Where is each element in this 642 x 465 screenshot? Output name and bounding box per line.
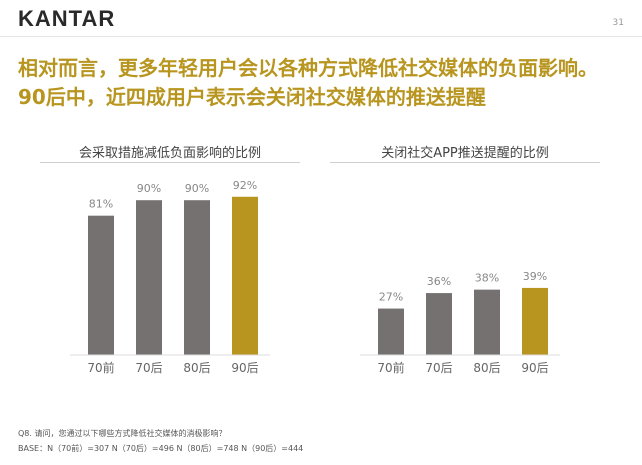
- chart-title-rule-right: [330, 162, 600, 163]
- right-data-label-80后: 38%: [475, 272, 499, 285]
- right-data-label-90后: 39%: [523, 270, 547, 283]
- left-data-label-70后: 90%: [137, 182, 161, 195]
- right-data-label-70后: 36%: [427, 275, 451, 288]
- footnote-base: BASE：N（70前）=307 N（70后）=496 N（80后）=748 N（…: [18, 444, 304, 453]
- left-bar-70后: [136, 200, 162, 355]
- right-data-label-70前: 27%: [379, 291, 403, 304]
- footnote-question: Q8. 请问，您通过以下哪些方式降低社交媒体的消极影响？: [18, 429, 227, 438]
- right-category-label-80后: 80后: [473, 361, 500, 375]
- left-category-label-80后: 80后: [183, 361, 210, 375]
- left-bar-90后: [232, 196, 258, 355]
- right-bar-80后: [474, 289, 500, 355]
- right-category-label-70前: 70前: [377, 360, 404, 375]
- page-number: 31: [612, 18, 624, 28]
- left-bar-80后: [184, 200, 210, 355]
- left-category-label-90后: 90后: [231, 361, 258, 375]
- right-bar-90后: [522, 287, 548, 355]
- left-data-label-80后: 90%: [185, 182, 209, 195]
- chart-title-rule-left: [40, 162, 300, 163]
- right-category-label-90后: 90后: [521, 361, 548, 375]
- bar-chart-right: 27% 70前 36% 70后 38% 80后 39% 90后: [360, 270, 560, 375]
- header-divider: [0, 36, 642, 37]
- chart-title-left: 会采取措施减低负面影响的比例: [78, 146, 261, 161]
- right-category-label-70后: 70后: [425, 361, 452, 375]
- left-data-label-90后: 92%: [233, 179, 257, 192]
- right-bar-70前: [378, 308, 404, 355]
- bar-chart-left: 81% 70前 90% 70后 90% 80后 92% 90后: [70, 179, 270, 375]
- right-bar-70后: [426, 293, 452, 355]
- page-title: 相对而言，更多年轻用户会以各种方式降低社交媒体的负面影响。 90后中，近四成用户…: [18, 54, 628, 112]
- kantar-logo: KANTAR: [18, 6, 116, 31]
- headline-line-1: 相对而言，更多年轻用户会以各种方式降低社交媒体的负面影响。: [18, 56, 598, 80]
- chart-title-right: 关闭社交APP推送提醒的比例: [381, 146, 549, 161]
- left-category-label-70后: 70后: [135, 361, 162, 375]
- left-data-label-70前: 81%: [89, 198, 113, 211]
- left-category-label-70前: 70前: [87, 360, 114, 375]
- left-bar-70前: [88, 215, 114, 355]
- headline-line-2: 90后中，近四成用户表示会关闭社交媒体的推送提醒: [18, 85, 486, 109]
